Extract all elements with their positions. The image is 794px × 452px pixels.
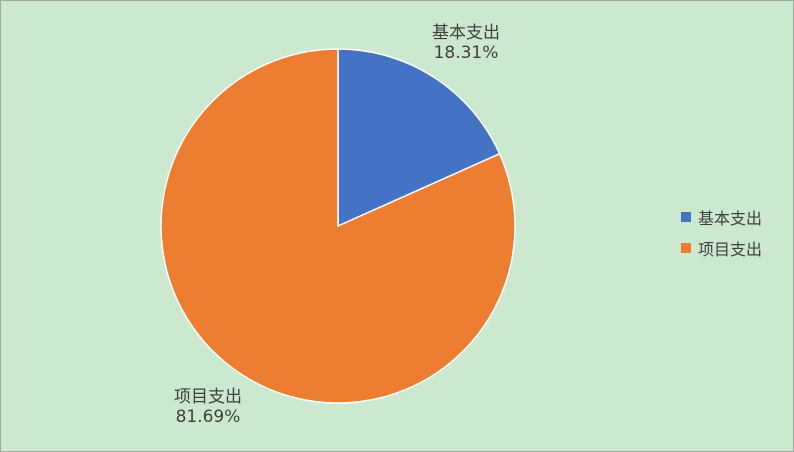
data-label-project-value: 81.69%	[175, 407, 241, 427]
data-label-project-category: 项目支出	[174, 387, 242, 407]
legend-item-basic: 基本支出	[681, 201, 762, 232]
legend-item-project: 项目支出	[681, 232, 762, 263]
legend-swatch-project	[681, 242, 691, 253]
pie-slice-project	[160, 48, 516, 404]
legend-label-basic: 基本支出	[698, 208, 763, 228]
legend-swatch-basic	[681, 211, 691, 222]
data-label-basic-category: 基本支出	[432, 23, 500, 43]
legend-label-project: 项目支出	[698, 239, 763, 259]
data-label-basic: 基本支出 18.31%	[411, 23, 521, 63]
pie-slice-basic	[337, 48, 501, 228]
data-label-project: 项目支出 81.69%	[153, 387, 263, 427]
legend: 基本支出 项目支出	[681, 201, 762, 263]
data-label-basic-value: 18.31%	[433, 43, 499, 63]
